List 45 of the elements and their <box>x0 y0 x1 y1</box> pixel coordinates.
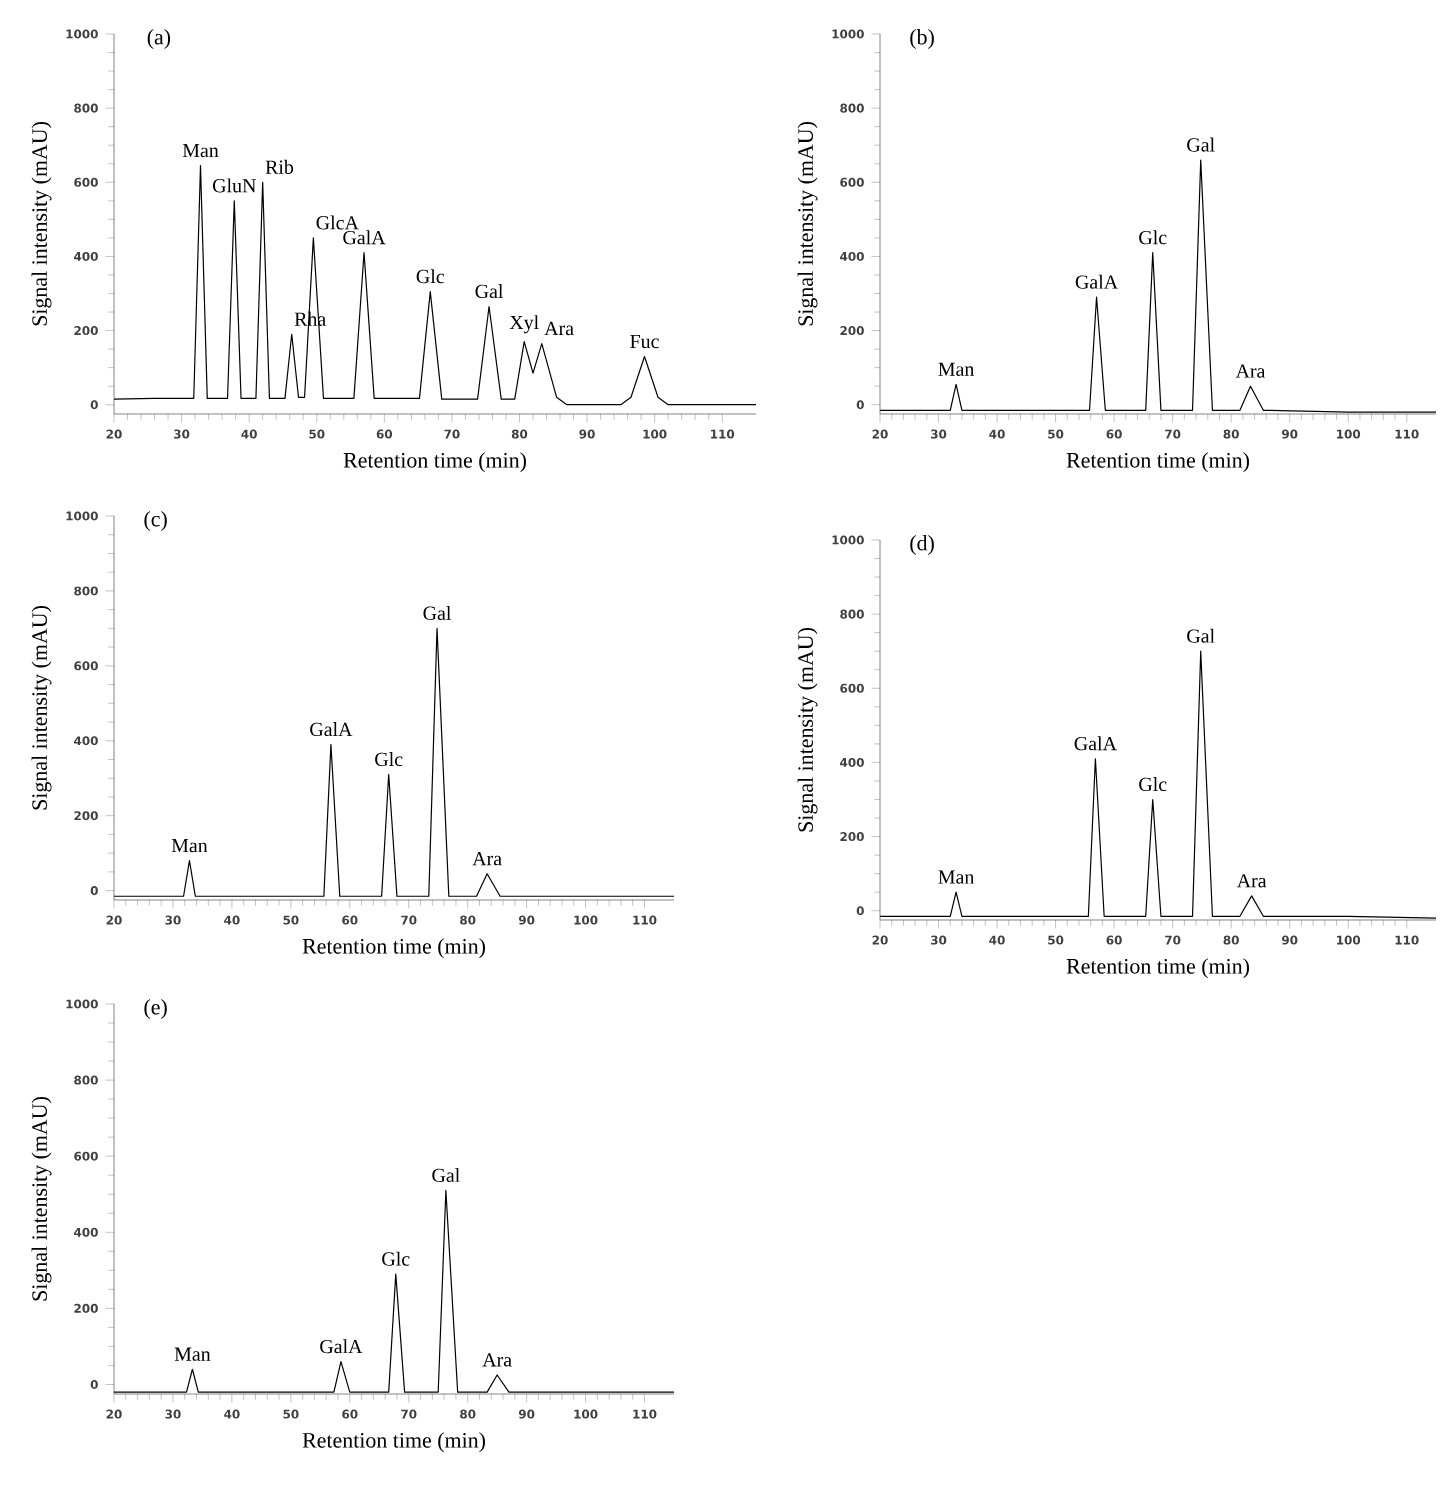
annotation: GalA <box>1075 274 1118 289</box>
annotation: Man <box>171 839 208 853</box>
y-axis-title: Signal intensity (mAU) <box>797 628 818 832</box>
annotation: Man <box>938 870 975 884</box>
annotation: Fuc <box>630 334 659 349</box>
x-axis-title: Retention time (min) <box>343 452 526 473</box>
annotation: Rib <box>265 159 294 174</box>
annotation: Ara <box>472 852 502 866</box>
y-axis-title: Signal intensity (mAU) <box>31 1097 52 1301</box>
annotation: Glc <box>416 269 445 284</box>
annotation: Gal <box>423 605 451 620</box>
chart-title: (b) <box>910 29 934 49</box>
annotation: Man <box>182 143 219 158</box>
annotation: GlcA <box>316 215 359 230</box>
x-axis-title: Retention time (min) <box>1066 452 1249 473</box>
annotation: Ara <box>482 1353 512 1367</box>
annotation: Ara <box>1236 874 1267 888</box>
annotation: Glc <box>1139 777 1167 792</box>
x-axis-title: Retention time (min) <box>1066 958 1249 979</box>
x-axis-title: Retention time (min) <box>302 1432 485 1453</box>
annotation: GalA <box>1074 736 1117 751</box>
annotation: Xyl <box>509 315 539 334</box>
annotation: Glc <box>1139 230 1167 245</box>
annotation: GalA <box>343 230 386 245</box>
chart-title: (c) <box>144 511 167 531</box>
annotation: Gal <box>1187 628 1215 643</box>
annotation: Glc <box>375 752 403 767</box>
x-axis-title: Retention time (min) <box>302 938 485 959</box>
y-axis-title: Signal intensity (mAU) <box>31 122 52 326</box>
annotation: Gal <box>432 1168 460 1183</box>
annotation: Man <box>174 1347 211 1361</box>
annotation: Man <box>938 362 975 376</box>
y-axis-title: Signal intensity (mAU) <box>31 606 52 810</box>
annotation: GluN <box>212 178 256 193</box>
chart-title: (a) <box>147 29 171 49</box>
annotation: Glc <box>382 1251 410 1266</box>
chart-title: (d) <box>910 535 934 555</box>
y-axis-title: Signal intensity (mAU) <box>797 122 818 326</box>
annotation: Gal <box>1187 137 1215 152</box>
annotation: GalA <box>310 722 353 737</box>
annotation: Ara <box>1235 364 1266 378</box>
annotation: Gal <box>475 284 504 299</box>
annotation: Ara <box>544 321 574 336</box>
annotation: GalA <box>320 1339 363 1354</box>
chart-title: (e) <box>144 999 167 1019</box>
